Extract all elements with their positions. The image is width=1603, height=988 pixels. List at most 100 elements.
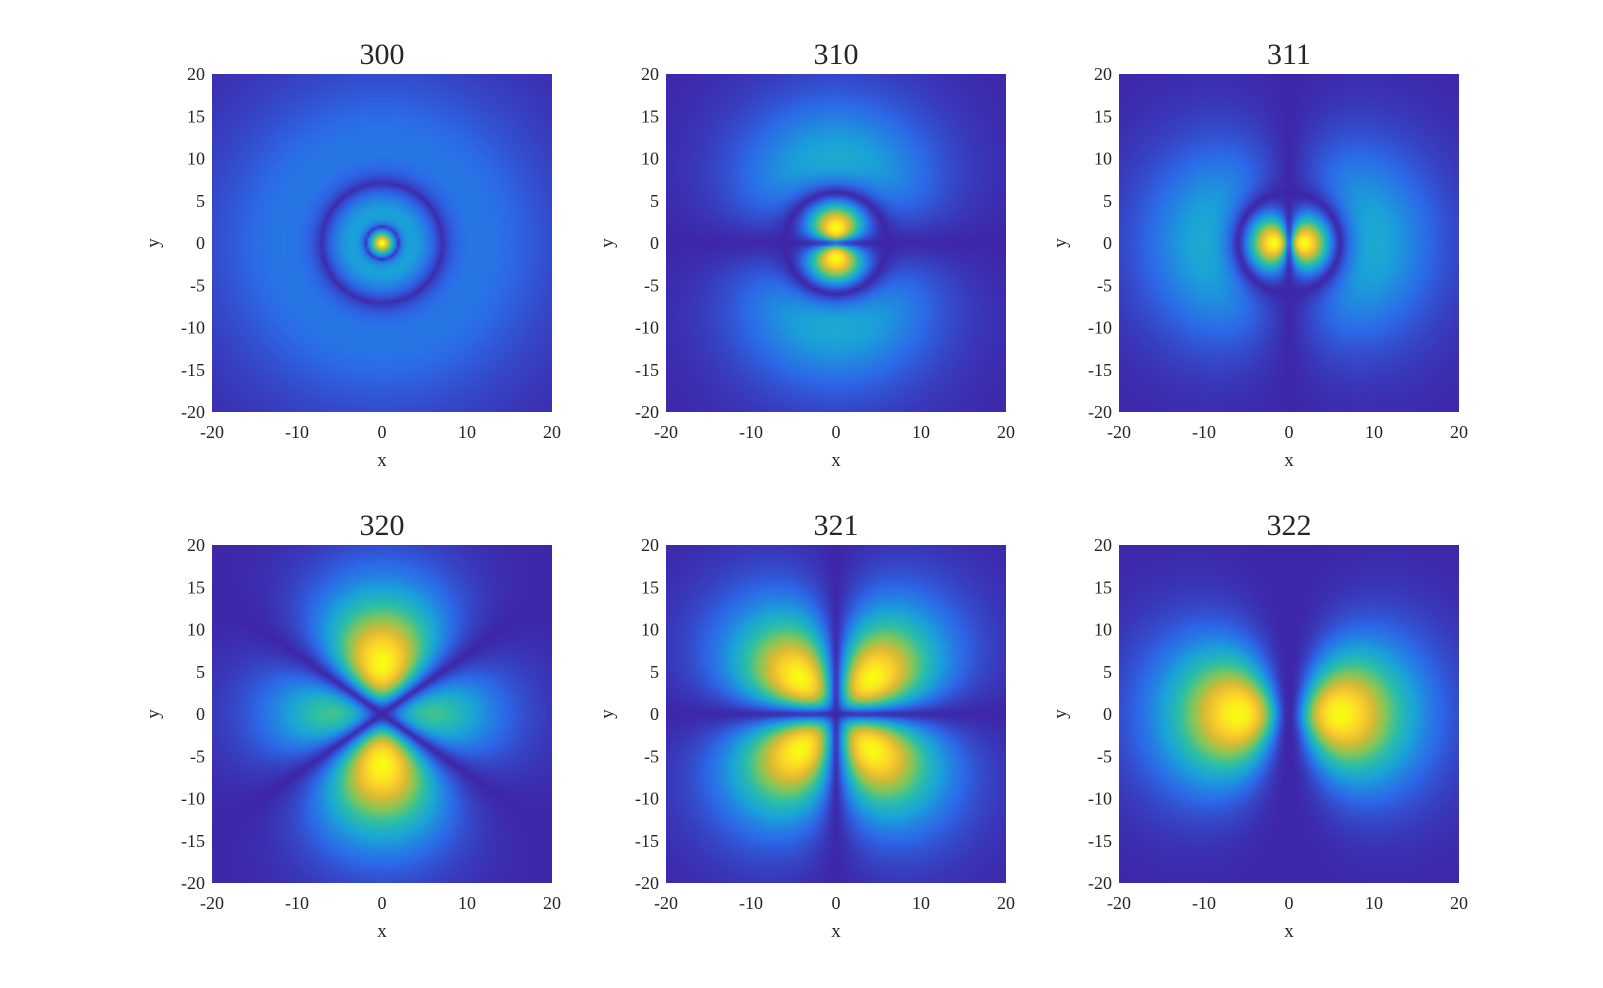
y-tick-label: 15 <box>1094 106 1112 126</box>
y-tick-label: -15 <box>181 831 205 851</box>
y-tick-label: 0 <box>650 704 659 724</box>
x-tick-label: 20 <box>997 422 1015 442</box>
y-tick-label: -15 <box>1088 360 1112 380</box>
x-axis-label: x <box>831 450 841 471</box>
heatmap-310 <box>666 74 1006 412</box>
y-tick-label: 15 <box>187 106 205 126</box>
y-tick-label: 20 <box>187 535 205 555</box>
y-tick-label: -20 <box>181 873 205 893</box>
y-axis-label: y <box>597 709 618 719</box>
y-tick-label: -10 <box>181 318 205 338</box>
y-tick-label: 0 <box>196 233 205 253</box>
heatmap-311 <box>1119 74 1459 412</box>
y-tick-label: -10 <box>181 789 205 809</box>
y-tick-label: 0 <box>1103 704 1112 724</box>
y-tick-label: 5 <box>650 662 659 682</box>
heatmap-321 <box>666 545 1006 883</box>
y-tick-label: 5 <box>196 191 205 211</box>
y-tick-label: 20 <box>641 64 659 84</box>
x-tick-label: 10 <box>912 422 930 442</box>
y-tick-label: 15 <box>1094 577 1112 597</box>
y-tick-label: -15 <box>181 360 205 380</box>
panel-title: 310 <box>814 38 859 71</box>
heatmap-320 <box>212 545 552 883</box>
y-tick-label: -10 <box>635 789 659 809</box>
x-tick-label: -10 <box>739 893 763 913</box>
x-axis-label: x <box>831 921 841 942</box>
panel-title: 300 <box>360 38 405 71</box>
x-tick-label: 0 <box>832 422 841 442</box>
x-tick-label: 10 <box>458 422 476 442</box>
y-tick-label: 15 <box>187 577 205 597</box>
y-tick-label: 0 <box>650 233 659 253</box>
y-tick-label: 10 <box>1094 620 1112 640</box>
x-tick-label: 10 <box>1365 422 1383 442</box>
y-tick-label: 20 <box>187 64 205 84</box>
x-tick-label: -20 <box>1107 893 1131 913</box>
y-tick-label: 0 <box>1103 233 1112 253</box>
y-tick-label: 0 <box>196 704 205 724</box>
x-tick-label: -10 <box>739 422 763 442</box>
y-tick-label: -15 <box>1088 831 1112 851</box>
x-tick-label: 10 <box>912 893 930 913</box>
y-axis-label: y <box>143 238 164 248</box>
y-tick-label: -20 <box>1088 873 1112 893</box>
orbital-panel-320: 320 -20 -10 0 10 20 -20 -15 -10 -5 0 5 10 15 20 x y <box>143 509 561 942</box>
x-tick-label: 10 <box>1365 893 1383 913</box>
y-tick-label: -5 <box>644 275 659 295</box>
y-tick-label: 5 <box>650 191 659 211</box>
x-tick-label: 0 <box>1285 422 1294 442</box>
y-axis-label: y <box>1050 238 1071 248</box>
orbital-panel-322: 322 -20 -10 0 10 20 -20 -15 -10 -5 0 5 10 15 20 x y <box>1050 509 1468 942</box>
x-tick-label: -10 <box>1192 893 1216 913</box>
y-tick-label: -5 <box>190 275 205 295</box>
y-tick-label: 15 <box>641 106 659 126</box>
y-tick-label: 20 <box>1094 64 1112 84</box>
y-tick-label: 10 <box>641 149 659 169</box>
x-axis-label: x <box>377 450 387 471</box>
panel-title: 321 <box>814 509 859 542</box>
y-tick-label: 20 <box>1094 535 1112 555</box>
y-tick-label: -20 <box>1088 402 1112 422</box>
x-tick-label: -20 <box>1107 422 1131 442</box>
y-axis-label: y <box>143 709 164 719</box>
x-tick-label: 20 <box>543 893 561 913</box>
y-tick-label: 10 <box>1094 149 1112 169</box>
y-tick-label: -15 <box>635 360 659 380</box>
y-tick-label: -10 <box>1088 789 1112 809</box>
y-tick-label: 15 <box>641 577 659 597</box>
x-tick-label: -20 <box>200 422 224 442</box>
x-tick-label: -10 <box>285 893 309 913</box>
x-tick-label: -20 <box>654 422 678 442</box>
panel-title: 320 <box>360 509 405 542</box>
x-axis-label: x <box>1284 921 1294 942</box>
y-tick-label: -10 <box>1088 318 1112 338</box>
y-tick-label: -5 <box>1097 746 1112 766</box>
y-tick-label: 5 <box>196 662 205 682</box>
x-tick-label: -10 <box>1192 422 1216 442</box>
x-tick-label: 0 <box>378 893 387 913</box>
y-tick-label: -5 <box>644 746 659 766</box>
orbital-panel-300: 300 -20 -10 0 10 20 -20 -15 -10 -5 0 5 10 15 20 x y <box>143 38 561 471</box>
x-tick-label: 0 <box>378 422 387 442</box>
heatmap-322 <box>1119 545 1459 883</box>
y-tick-label: 5 <box>1103 191 1112 211</box>
x-tick-label: 20 <box>543 422 561 442</box>
y-tick-label: 20 <box>641 535 659 555</box>
x-tick-label: -20 <box>200 893 224 913</box>
x-axis-label: x <box>1284 450 1294 471</box>
orbital-panel-311: 311 -20 -10 0 10 20 -20 -15 -10 -5 0 5 10 15 20 x y <box>1050 38 1468 471</box>
y-tick-label: -20 <box>635 873 659 893</box>
x-tick-label: -20 <box>654 893 678 913</box>
orbital-panel-321: 321 -20 -10 0 10 20 -20 -15 -10 -5 0 5 10 15 20 x y <box>597 509 1015 942</box>
y-tick-label: -20 <box>181 402 205 422</box>
y-tick-label: 10 <box>187 620 205 640</box>
x-tick-label: 20 <box>1450 422 1468 442</box>
heatmap-300 <box>212 74 552 412</box>
y-tick-label: 5 <box>1103 662 1112 682</box>
y-axis-label: y <box>1050 709 1071 719</box>
panel-title: 322 <box>1267 509 1312 542</box>
y-tick-label: -5 <box>190 746 205 766</box>
x-tick-label: 0 <box>1285 893 1294 913</box>
